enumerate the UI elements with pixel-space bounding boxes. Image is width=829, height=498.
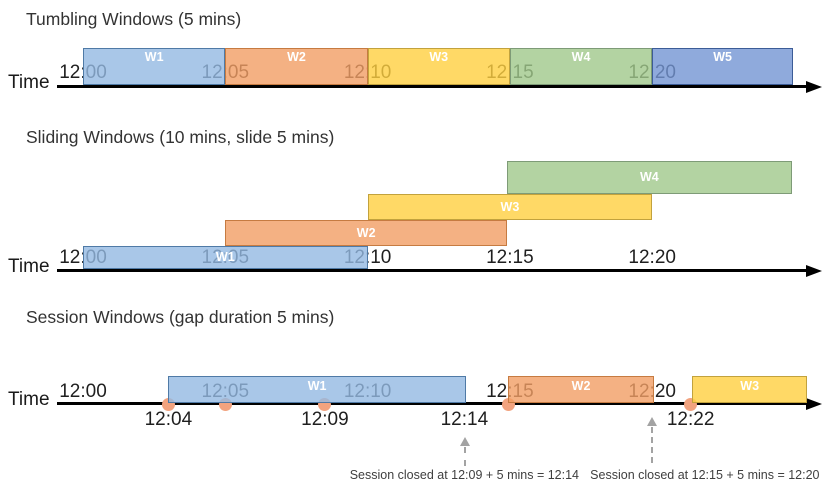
window-label-w1: W1 xyxy=(307,379,327,393)
sliding-windows-title: Sliding Windows (10 mins, slide 5 mins) xyxy=(26,127,335,147)
timeline-arrowhead-tumbling xyxy=(806,81,822,93)
window-label-w4: W4 xyxy=(639,170,659,184)
tumbling-windows-title: Tumbling Windows (5 mins) xyxy=(26,9,242,29)
window-label-w2: W2 xyxy=(287,50,306,64)
window-label-w3: W3 xyxy=(429,50,449,64)
window-label-w5: W5 xyxy=(713,50,732,64)
window-label-w4: W4 xyxy=(571,50,591,64)
time-axis-label-session: Time xyxy=(8,389,50,410)
window-bar-w2 xyxy=(225,48,368,85)
event-time-label-12-14: 12:14 xyxy=(440,409,489,430)
window-bar-w3 xyxy=(692,376,808,403)
window-label-w1: W1 xyxy=(215,250,235,264)
timeline-arrowhead-sliding xyxy=(806,265,822,277)
window-bar-w3 xyxy=(367,194,653,220)
window-bar-w2 xyxy=(225,220,508,246)
window-bar-w5 xyxy=(652,48,794,85)
window-bar-w4 xyxy=(509,48,653,85)
time-axis-label-tumbling: Time xyxy=(8,72,50,93)
session-close-arrowhead xyxy=(459,437,470,446)
timeline-arrowhead-session xyxy=(806,398,822,410)
session-close-arrow xyxy=(651,427,654,463)
time-axis-label-sliding: Time xyxy=(8,256,50,277)
window-bar-w1 xyxy=(83,246,368,269)
window-bar-w1 xyxy=(83,48,226,85)
session-close-arrowhead xyxy=(647,417,658,426)
session-close-arrow xyxy=(463,447,466,466)
event-time-label-12-09: 12:09 xyxy=(301,409,349,430)
window-label-w1: W1 xyxy=(144,50,164,64)
timeline-axis-tumbling xyxy=(57,85,807,88)
window-bar-w1 xyxy=(168,376,466,403)
window-label-w3: W3 xyxy=(740,379,760,393)
event-time-label-12-04: 12:04 xyxy=(144,409,193,430)
tick-label-12-20: 12:20 xyxy=(628,247,676,268)
tick-label-12-15: 12:15 xyxy=(486,247,534,268)
event-time-label-12-22: 12:22 xyxy=(666,409,715,430)
window-bar-w3 xyxy=(367,48,510,85)
window-bar-w2 xyxy=(508,376,654,403)
tick-label-12-00: 12:00 xyxy=(59,381,107,402)
timeline-axis-sliding xyxy=(57,269,807,272)
window-label-w2: W2 xyxy=(571,379,591,393)
window-bar-w4 xyxy=(507,161,792,194)
session-windows-title: Session Windows (gap duration 5 mins) xyxy=(26,307,335,327)
timeline-axis-session xyxy=(57,402,807,405)
window-label-w3: W3 xyxy=(500,199,520,214)
window-label-w2: W2 xyxy=(356,225,376,240)
session-close-note: Session closed at 12:15 + 5 mins = 12:20 xyxy=(590,468,820,482)
session-close-note: Session closed at 12:09 + 5 mins = 12:14 xyxy=(349,468,580,482)
